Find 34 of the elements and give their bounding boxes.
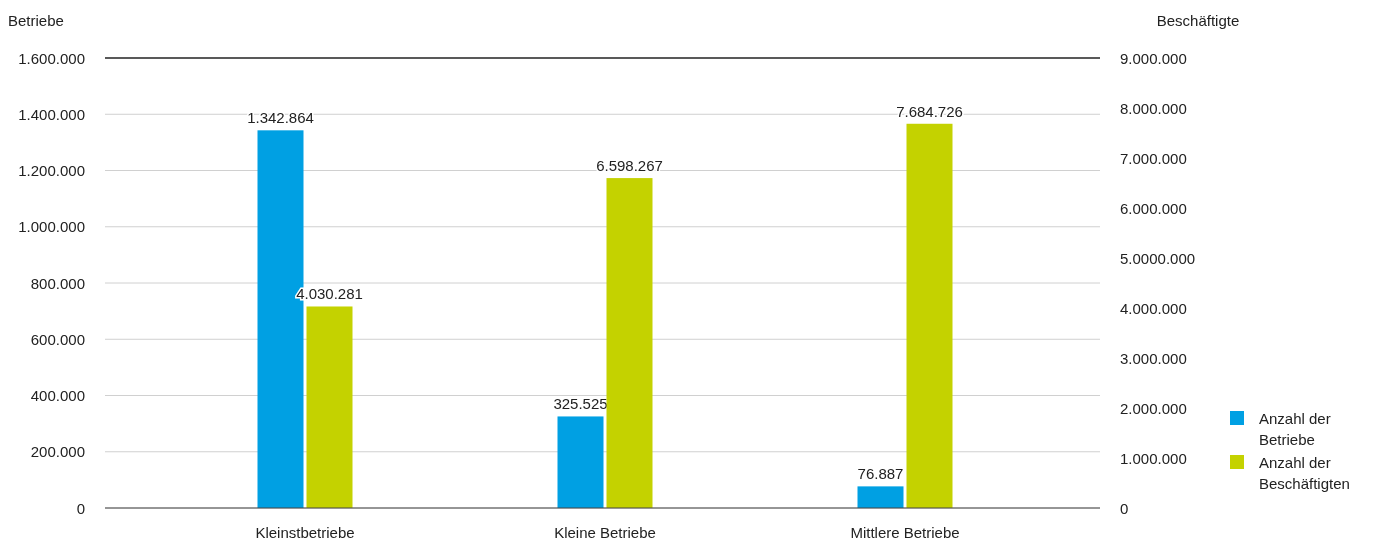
bar — [606, 178, 653, 508]
y-tick-label: 1.600.000 — [18, 49, 85, 67]
y-tick-label: 1.400.000 — [18, 105, 85, 123]
x-tick-label: Mittlere Betriebe — [850, 523, 960, 541]
y2-tick-label: 3.000.000 — [1120, 349, 1187, 367]
y-tick-label: 1.000.000 — [18, 218, 85, 236]
y2-tick-label: 0 — [1120, 499, 1129, 517]
y2-tick-label: 5.0000.000 — [1120, 249, 1196, 267]
legend-label: Anzahl der Beschäftigten — [1259, 453, 1350, 492]
y2-tick-label: 2.000.000 — [1120, 399, 1187, 417]
data-label: 76.887 — [857, 465, 904, 483]
data-label: 6.598.267 — [596, 157, 663, 175]
data-label: 1.342.864 — [247, 109, 314, 127]
bar — [857, 486, 904, 508]
y-tick-label: 0 — [76, 499, 85, 517]
x-tick-label: Kleinstbetriebe — [255, 523, 355, 541]
y2-tick-label: 7.000.000 — [1120, 149, 1187, 167]
y2-axis-title: Beschäftigte — [1156, 11, 1240, 29]
y2-tick-label: 8.000.000 — [1120, 99, 1187, 117]
data-label: 7.684.726 — [896, 102, 963, 120]
y2-tick-label: 6.000.000 — [1120, 199, 1187, 217]
bar — [557, 416, 604, 508]
y-tick-label: 1.200.000 — [18, 162, 85, 179]
y-axis-title: Betriebe — [8, 11, 64, 29]
bar — [906, 123, 953, 508]
y2-tick-label: 9.000.000 — [1120, 49, 1187, 67]
y-tick-label: 400.000 — [30, 387, 85, 404]
y2-tick-label: 4.000.000 — [1120, 299, 1187, 317]
y-tick-label: 600.000 — [30, 330, 85, 348]
y-tick-label: 200.000 — [30, 443, 85, 461]
y-tick-label: 800.000 — [30, 274, 85, 292]
x-tick-label: Kleine Betriebe — [554, 523, 656, 541]
y2-tick-label: 1.000.000 — [1120, 449, 1187, 467]
legend-label: Anzahl der Betriebe — [1259, 409, 1331, 448]
